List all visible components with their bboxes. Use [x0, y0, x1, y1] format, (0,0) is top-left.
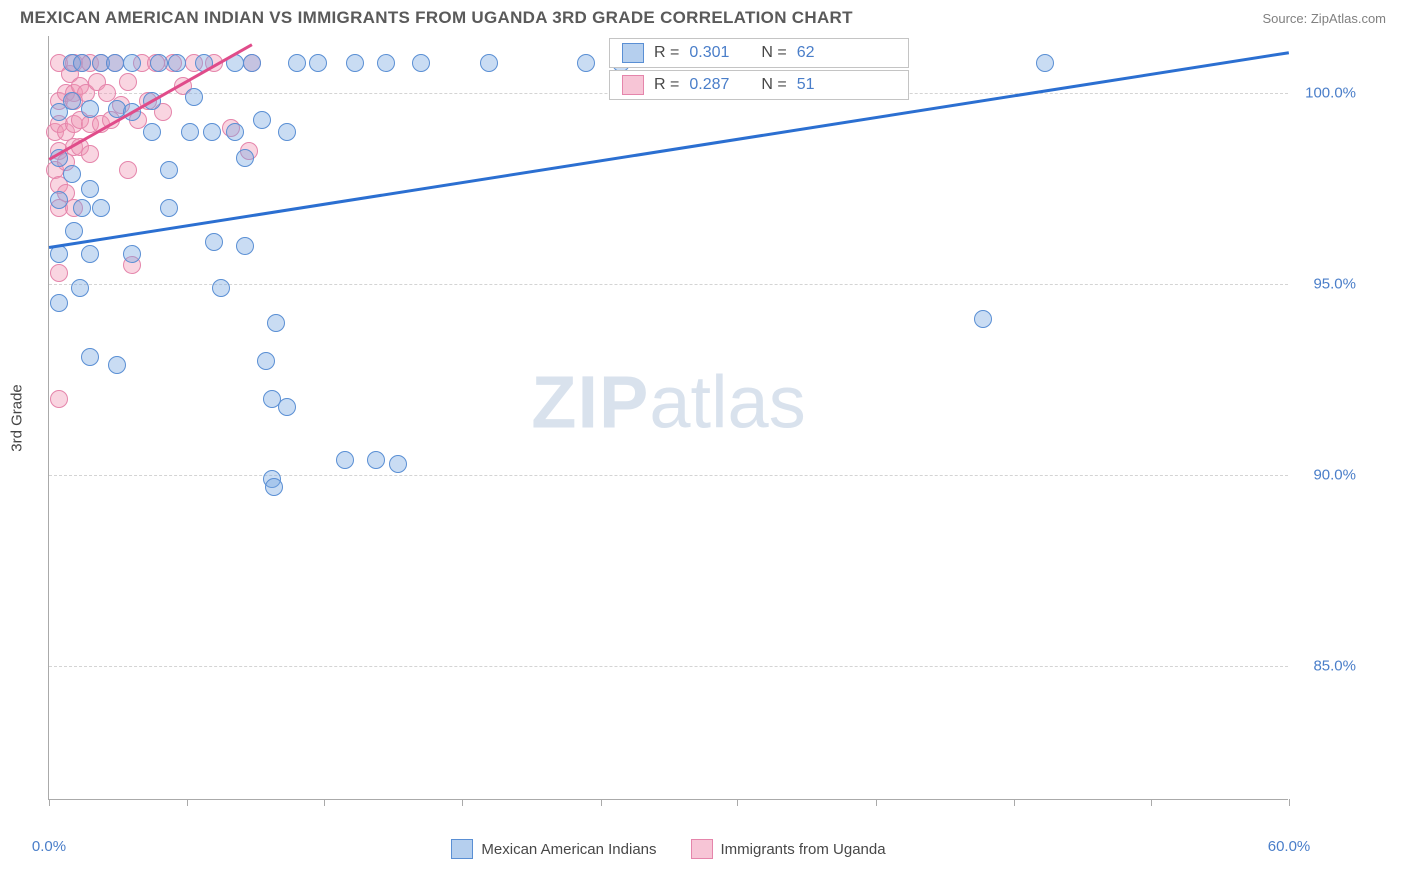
- scatter-point: [119, 73, 137, 91]
- scatter-point: [106, 54, 124, 72]
- scatter-point: [63, 165, 81, 183]
- scatter-point: [346, 54, 364, 72]
- scatter-point: [50, 390, 68, 408]
- r-label: R =: [654, 76, 679, 94]
- legend-item: Mexican American Indians: [451, 839, 656, 859]
- watermark: ZIPatlas: [531, 360, 805, 445]
- y-tick-label: 100.0%: [1305, 85, 1356, 102]
- scatter-point: [226, 123, 244, 141]
- scatter-point: [73, 54, 91, 72]
- scatter-point: [236, 237, 254, 255]
- x-tick: [324, 799, 325, 806]
- legend-label: Mexican American Indians: [481, 841, 656, 858]
- stats-swatch: [622, 43, 644, 63]
- scatter-point: [377, 54, 395, 72]
- legend: Mexican American Indians Immigrants from …: [49, 839, 1288, 859]
- y-tick-label: 95.0%: [1313, 276, 1356, 293]
- scatter-point: [203, 123, 221, 141]
- watermark-zip: ZIP: [531, 361, 649, 444]
- n-label: N =: [761, 76, 786, 94]
- x-tick: [462, 799, 463, 806]
- scatter-point: [1036, 54, 1054, 72]
- n-label: N =: [761, 44, 786, 62]
- scatter-point: [71, 279, 89, 297]
- gridline: [49, 666, 1288, 667]
- x-tick: [737, 799, 738, 806]
- x-tick: [1289, 799, 1290, 806]
- watermark-atlas: atlas: [649, 361, 805, 444]
- scatter-point: [81, 145, 99, 163]
- correlation-stats-row: R = 0.301 N = 62: [609, 38, 909, 68]
- n-value: 62: [797, 44, 815, 62]
- scatter-point: [160, 199, 178, 217]
- legend-item: Immigrants from Uganda: [691, 839, 886, 859]
- scatter-point: [243, 54, 261, 72]
- x-tick: [187, 799, 188, 806]
- scatter-point: [265, 478, 283, 496]
- scatter-point: [63, 92, 81, 110]
- x-tick: [1014, 799, 1015, 806]
- legend-swatch: [691, 839, 713, 859]
- scatter-point: [119, 161, 137, 179]
- scatter-point: [81, 348, 99, 366]
- scatter-point: [278, 123, 296, 141]
- scatter-point: [205, 233, 223, 251]
- r-label: R =: [654, 44, 679, 62]
- scatter-point: [168, 54, 186, 72]
- scatter-point: [92, 199, 110, 217]
- scatter-point: [336, 451, 354, 469]
- scatter-point: [212, 279, 230, 297]
- scatter-plot: 3rd Grade ZIPatlas 85.0%90.0%95.0%100.0%…: [48, 36, 1288, 800]
- scatter-point: [236, 149, 254, 167]
- scatter-point: [73, 199, 91, 217]
- scatter-point: [257, 352, 275, 370]
- scatter-point: [50, 264, 68, 282]
- x-tick: [601, 799, 602, 806]
- scatter-point: [185, 88, 203, 106]
- scatter-point: [267, 314, 285, 332]
- scatter-point: [81, 245, 99, 263]
- scatter-point: [50, 294, 68, 312]
- r-value: 0.301: [689, 44, 729, 62]
- gridline: [49, 284, 1288, 285]
- x-tick: [876, 799, 877, 806]
- x-tick: [1151, 799, 1152, 806]
- scatter-point: [577, 54, 595, 72]
- legend-label: Immigrants from Uganda: [721, 841, 886, 858]
- scatter-point: [412, 54, 430, 72]
- scatter-point: [974, 310, 992, 328]
- scatter-point: [253, 111, 271, 129]
- scatter-point: [81, 100, 99, 118]
- legend-swatch: [451, 839, 473, 859]
- scatter-point: [108, 356, 126, 374]
- scatter-point: [123, 245, 141, 263]
- scatter-point: [150, 54, 168, 72]
- x-tick: [49, 799, 50, 806]
- stats-swatch: [622, 75, 644, 95]
- scatter-point: [123, 54, 141, 72]
- scatter-point: [288, 54, 306, 72]
- scatter-point: [389, 455, 407, 473]
- y-axis-label: 3rd Grade: [9, 384, 26, 452]
- scatter-point: [81, 180, 99, 198]
- scatter-point: [160, 161, 178, 179]
- correlation-stats-row: R = 0.287 N = 51: [609, 70, 909, 100]
- scatter-point: [367, 451, 385, 469]
- scatter-point: [480, 54, 498, 72]
- scatter-point: [181, 123, 199, 141]
- source-credit: Source: ZipAtlas.com: [1262, 11, 1386, 26]
- y-tick-label: 90.0%: [1313, 467, 1356, 484]
- r-value: 0.287: [689, 76, 729, 94]
- y-tick-label: 85.0%: [1313, 658, 1356, 675]
- n-value: 51: [797, 76, 815, 94]
- gridline: [49, 475, 1288, 476]
- chart-title: MEXICAN AMERICAN INDIAN VS IMMIGRANTS FR…: [20, 8, 853, 28]
- scatter-point: [50, 191, 68, 209]
- scatter-point: [65, 222, 83, 240]
- scatter-point: [309, 54, 327, 72]
- scatter-point: [278, 398, 296, 416]
- scatter-point: [143, 123, 161, 141]
